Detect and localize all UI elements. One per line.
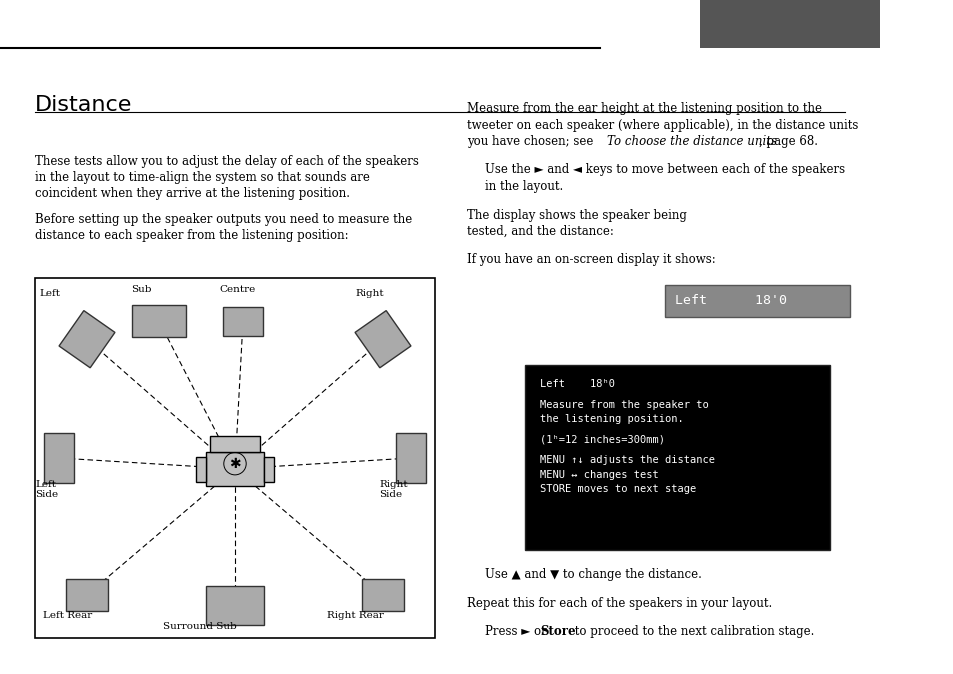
Text: Centre: Centre [219, 285, 255, 294]
Text: coincident when they arrive at the listening position.: coincident when they arrive at the liste… [35, 187, 350, 200]
Text: Use the ► and ◄ keys to move between each of the speakers: Use the ► and ◄ keys to move between eac… [484, 164, 844, 177]
Text: Configuring the digital surround processor without a computer: Configuring the digital surround process… [911, 157, 921, 490]
Polygon shape [44, 433, 74, 483]
Text: in the layout to time-align the system so that sounds are: in the layout to time-align the system s… [35, 171, 370, 184]
Text: These tests allow you to adjust the delay of each of the speakers: These tests allow you to adjust the dela… [35, 155, 418, 168]
Bar [524, 365, 829, 550]
Text: Left
Side: Left Side [35, 480, 58, 499]
Bar [195, 457, 206, 483]
Bar [35, 278, 435, 638]
Bar [264, 457, 274, 483]
Text: you have chosen; see: you have chosen; see [467, 135, 597, 148]
Text: The display shows the speaker being: The display shows the speaker being [467, 208, 686, 222]
Text: If you have an on-screen display it shows:: If you have an on-screen display it show… [467, 253, 715, 266]
Text: Press ► or: Press ► or [484, 625, 550, 638]
Text: Measure from the ear height at the listening position to the: Measure from the ear height at the liste… [467, 102, 821, 115]
Text: Surround Sub: Surround Sub [163, 622, 236, 631]
Text: Distance: Distance [35, 95, 132, 115]
Text: Before setting up the speaker outputs you need to measure the: Before setting up the speaker outputs yo… [35, 213, 412, 226]
Text: Sub: Sub [131, 285, 152, 294]
Bar [210, 436, 259, 452]
Polygon shape [206, 586, 264, 625]
Text: the listening position.: the listening position. [539, 414, 683, 424]
Text: to proceed to the next calibration stage.: to proceed to the next calibration stage… [571, 625, 814, 638]
Text: Left Rear: Left Rear [43, 611, 92, 620]
Text: MENU ↑↓ adjusts the distance: MENU ↑↓ adjusts the distance [539, 455, 714, 465]
Text: , page 68.: , page 68. [759, 135, 817, 148]
Text: To choose the distance units: To choose the distance units [606, 135, 776, 148]
Polygon shape [355, 311, 411, 368]
Bar [206, 452, 264, 486]
Polygon shape [59, 311, 114, 368]
Text: (1ʰ=12 inches=300mm): (1ʰ=12 inches=300mm) [539, 435, 664, 444]
Polygon shape [395, 433, 426, 483]
Bar [700, 0, 879, 48]
Text: Right: Right [355, 288, 383, 298]
Text: tweeter on each speaker (where applicable), in the distance units: tweeter on each speaker (where applicabl… [467, 119, 858, 131]
Text: 71: 71 [907, 627, 925, 640]
Text: Store: Store [539, 625, 575, 638]
Text: Right Rear: Right Rear [327, 611, 383, 620]
Text: ✱: ✱ [229, 457, 240, 470]
Text: in the layout.: in the layout. [484, 180, 562, 193]
Polygon shape [66, 578, 108, 611]
Text: Right
Side: Right Side [378, 480, 407, 499]
Text: MENU ↔ changes test: MENU ↔ changes test [539, 470, 659, 479]
Text: Repeat this for each of the speakers in your layout.: Repeat this for each of the speakers in … [467, 596, 771, 609]
Text: tested, and the distance:: tested, and the distance: [467, 225, 613, 238]
Polygon shape [361, 578, 403, 611]
Text: distance to each speaker from the listening position:: distance to each speaker from the listen… [35, 229, 348, 242]
Text: Measure from the speaker to: Measure from the speaker to [539, 400, 708, 410]
Polygon shape [132, 305, 186, 338]
Text: Left      18'0: Left 18'0 [675, 295, 786, 307]
Bar [664, 285, 849, 317]
Text: STORE moves to next stage: STORE moves to next stage [539, 484, 696, 494]
Text: Left    18ʰ0: Left 18ʰ0 [539, 379, 615, 389]
Text: Use ▲ and ▼ to change the distance.: Use ▲ and ▼ to change the distance. [484, 568, 701, 581]
Text: Left: Left [39, 288, 60, 298]
Polygon shape [223, 307, 263, 336]
